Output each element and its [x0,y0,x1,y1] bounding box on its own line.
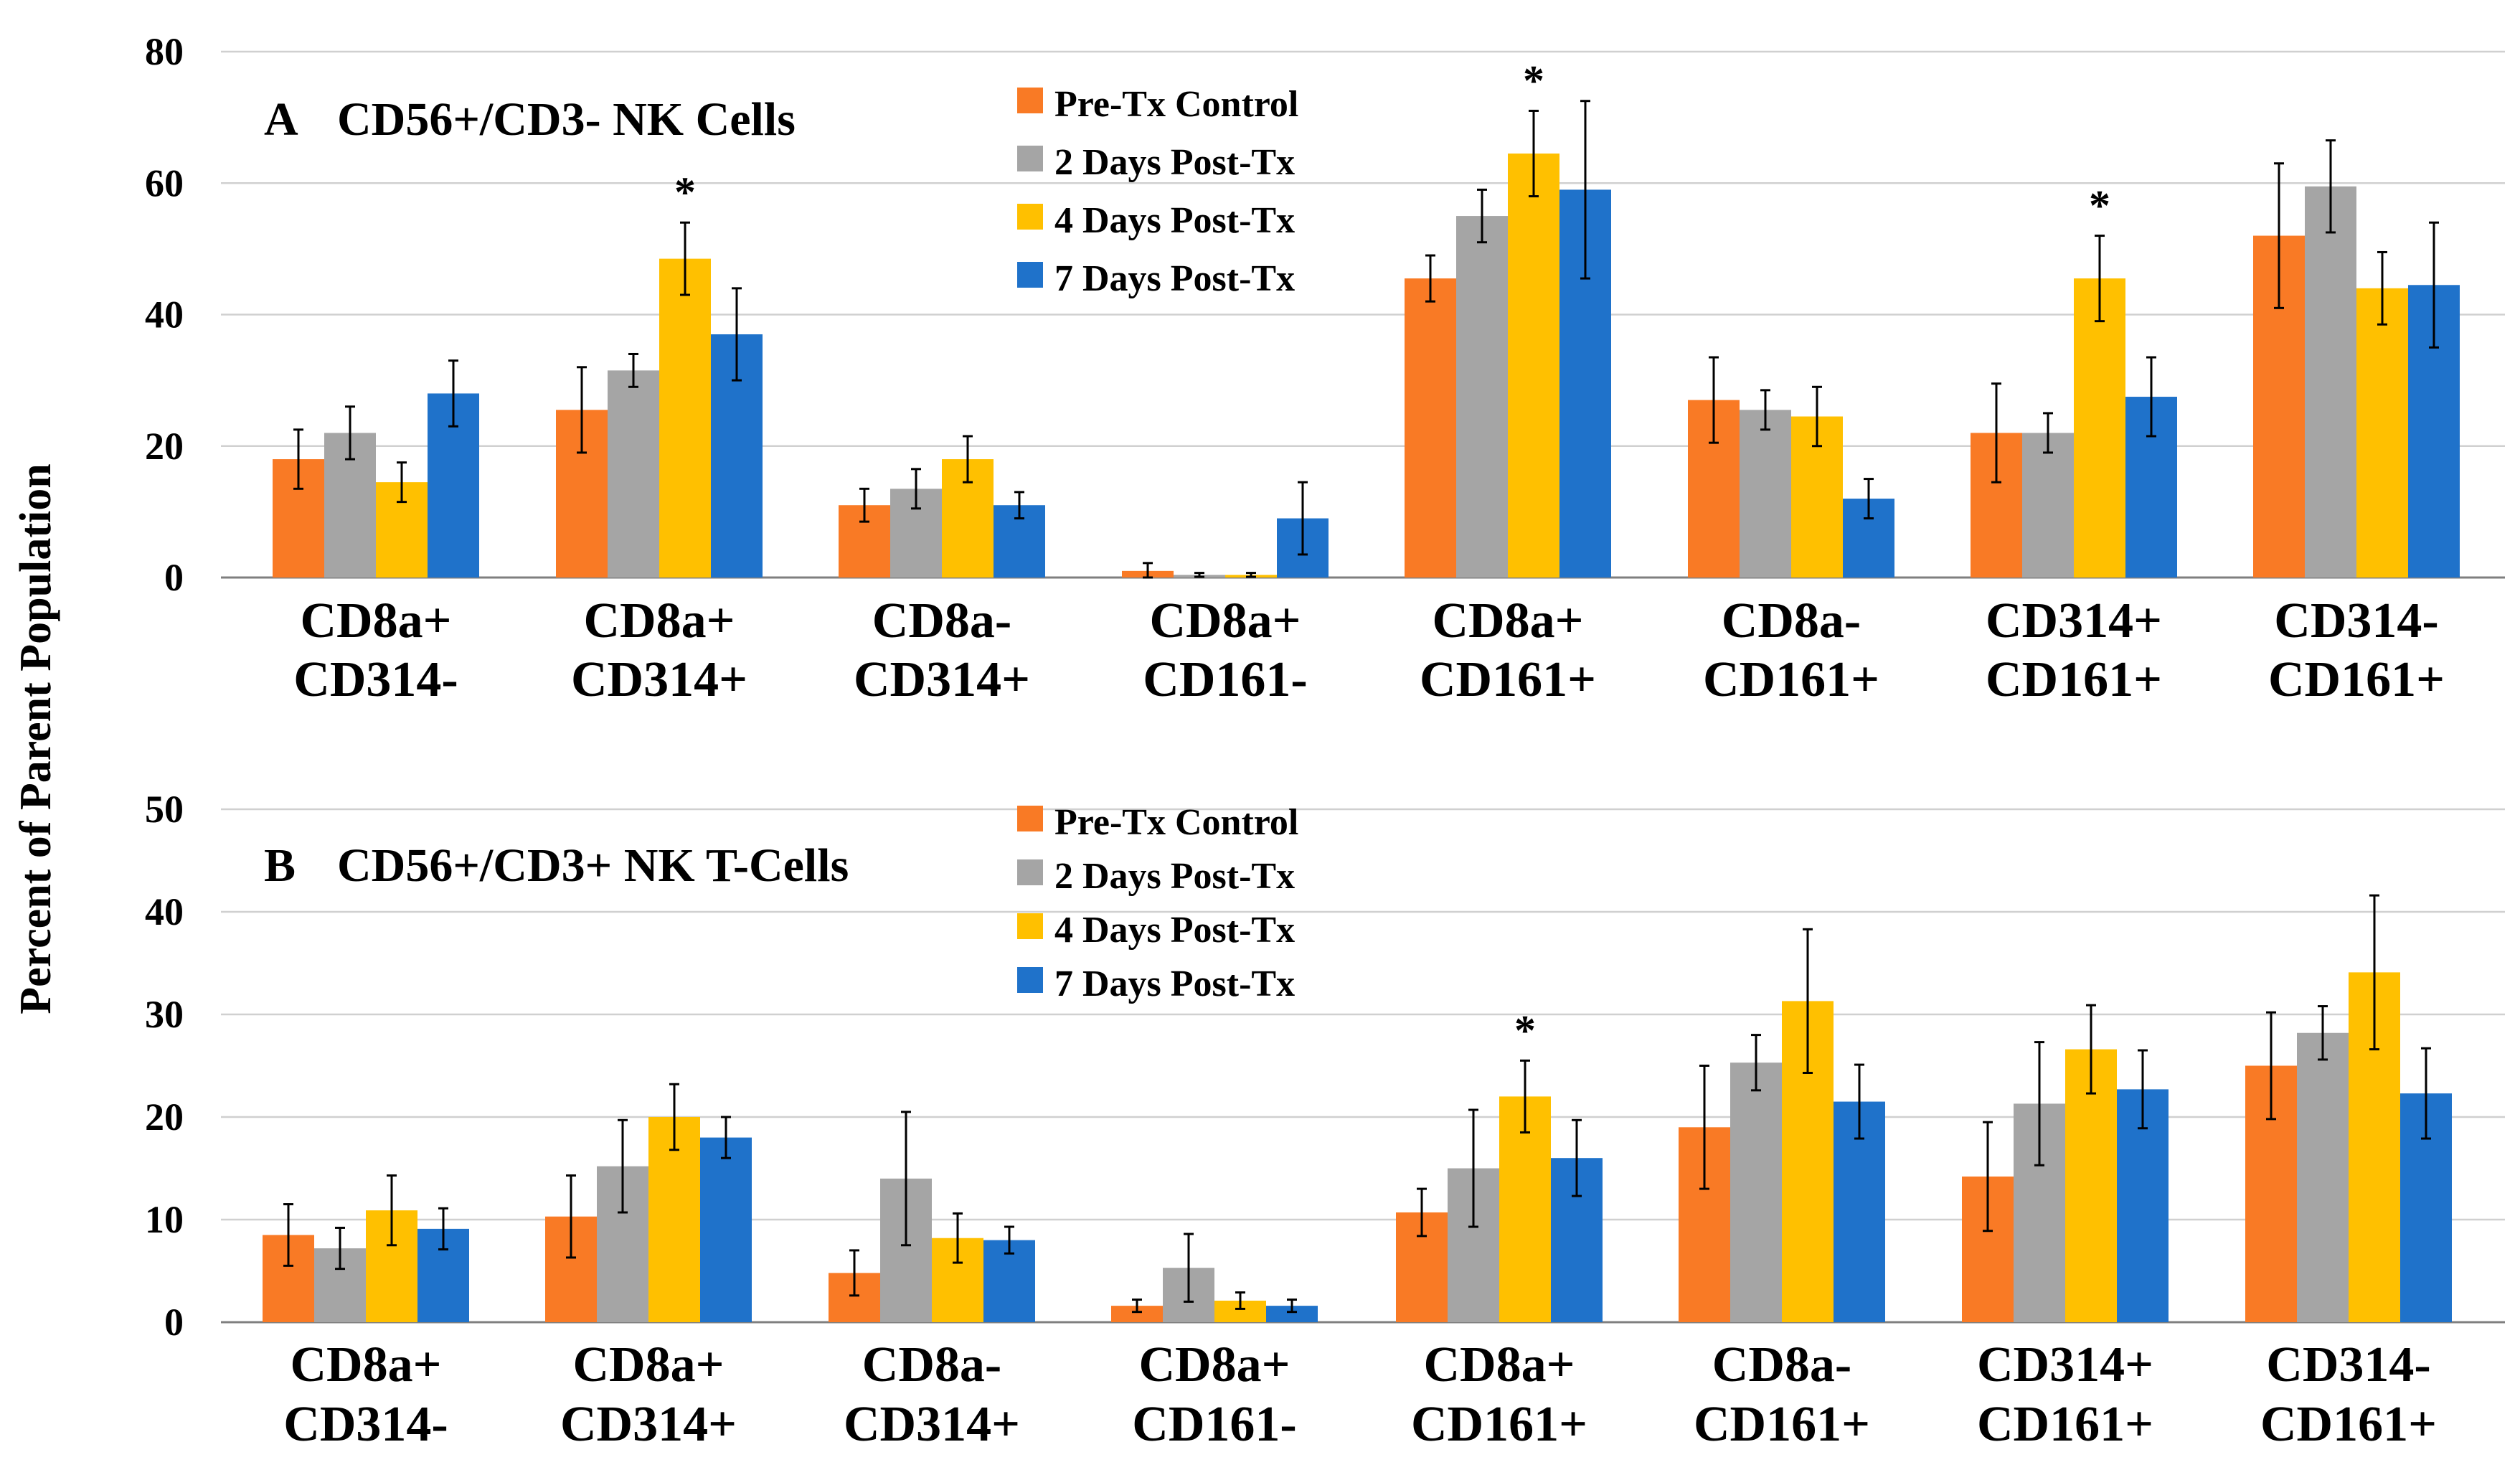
x-tick-label: CD8a+ [1150,593,1301,649]
y-axis-label: Percent of Parent Population [11,463,60,1014]
x-tick-label: CD161+ [1411,1397,1587,1452]
y-tick-label: 50 [145,788,184,831]
x-tick-label: CD314+ [560,1397,737,1452]
y-tick-label: 20 [145,1095,184,1139]
bar [1730,1062,1782,1322]
x-tick-label: CD161- [1132,1397,1296,1452]
x-tick-label: CD314- [2274,593,2438,649]
x-tick-label: CD161+ [1694,1397,1870,1452]
x-tick-label: CD161+ [1703,652,1879,707]
legend-label: 2 Days Post-Tx [1054,856,1295,897]
y-tick-label: 80 [145,30,184,73]
x-tick-label: CD314- [293,652,458,707]
x-tick-label: CD8a- [862,1337,1001,1392]
bar [2297,1032,2349,1322]
x-tick-label: CD314+ [571,652,747,707]
x-tick-label: CD161- [1143,652,1307,707]
bar [648,1117,700,1322]
x-tick-label: CD314+ [854,652,1030,707]
y-tick-label: 30 [145,993,184,1036]
legend-label: Pre-Tx Control [1054,802,1298,843]
x-tick-label: CD161+ [2260,1397,2437,1452]
legend-label: 4 Days Post-Tx [1054,910,1295,951]
legend-swatch [1017,88,1043,113]
legend-label: Pre-Tx Control [1054,84,1298,125]
chart-title: CD56+/CD3+ NK T-Cells [337,839,849,892]
x-tick-label: CD314+ [844,1397,1020,1452]
x-tick-label: CD161+ [1420,652,1596,707]
x-tick-label: CD161+ [1977,1397,2153,1452]
y-tick-label: 40 [145,293,184,336]
x-tick-label: CD314+ [1977,1337,2153,1392]
bar [2065,1049,2117,1322]
panel-letter: B [264,839,296,892]
legend-swatch [1017,859,1043,885]
y-tick-label: 40 [145,890,184,933]
legend-label: 4 Days Post-Tx [1054,200,1295,241]
x-tick-label: CD8a+ [301,593,452,649]
significance-marker: * [2089,182,2110,230]
bar [608,370,659,578]
legend-swatch [1017,204,1043,230]
x-tick-label: CD8a+ [1433,593,1584,649]
legend-label: 7 Days Post-Tx [1054,963,1295,1004]
bar [1499,1096,1551,1322]
bar [1266,1306,1318,1322]
y-tick-label: 60 [145,161,184,204]
y-tick-label: 20 [145,425,184,468]
x-tick-label: CD8a- [1722,593,1861,649]
legend-label: 2 Days Post-Tx [1054,142,1295,183]
x-tick-label: CD8a+ [291,1337,442,1392]
y-tick-label: 10 [145,1198,184,1241]
bar [659,258,711,578]
bar [2074,278,2125,578]
y-tick-label: 0 [164,1301,184,1344]
legend-swatch [1017,913,1043,939]
bar [1405,278,1456,578]
x-tick-label: CD8a- [872,593,1011,649]
legend-swatch [1017,806,1043,831]
x-tick-label: CD8a+ [573,1337,725,1392]
panel-a-chart: 020406080***CD8a+CD314-CD8a+CD314+CD8a-C… [145,30,2505,707]
bar [1111,1306,1163,1322]
y-tick-label: 0 [164,556,184,599]
chart-title: CD56+/CD3- NK Cells [337,93,796,146]
x-tick-label: CD8a+ [1139,1337,1290,1392]
bar [2022,433,2074,578]
x-tick-label: CD8a+ [584,593,735,649]
x-tick-label: CD314+ [1986,593,2162,649]
bar [1740,410,1791,578]
bar [1456,216,1508,578]
bar [2305,186,2356,578]
legend-swatch [1017,146,1043,171]
significance-marker: * [674,169,696,216]
x-tick-label: CD8a- [1712,1337,1851,1392]
significance-marker: * [1514,1007,1536,1054]
panel-letter: A [264,93,298,146]
x-tick-label: CD8a+ [1424,1337,1575,1392]
significance-marker: * [1523,57,1544,104]
x-tick-label: CD161+ [2268,652,2445,707]
legend-label: 7 Days Post-Tx [1054,258,1295,299]
bar [1508,154,1559,578]
legend-swatch [1017,967,1043,993]
legend-swatch [1017,262,1043,288]
x-tick-label: CD314- [2266,1337,2430,1392]
bar [2356,288,2408,578]
x-tick-label: CD161+ [1986,652,2162,707]
panel-b-chart: 01020304050*CD8a+CD314-CD8a+CD314+CD8a-C… [145,788,2505,1452]
bar [700,1137,752,1322]
x-tick-label: CD314- [283,1397,448,1452]
